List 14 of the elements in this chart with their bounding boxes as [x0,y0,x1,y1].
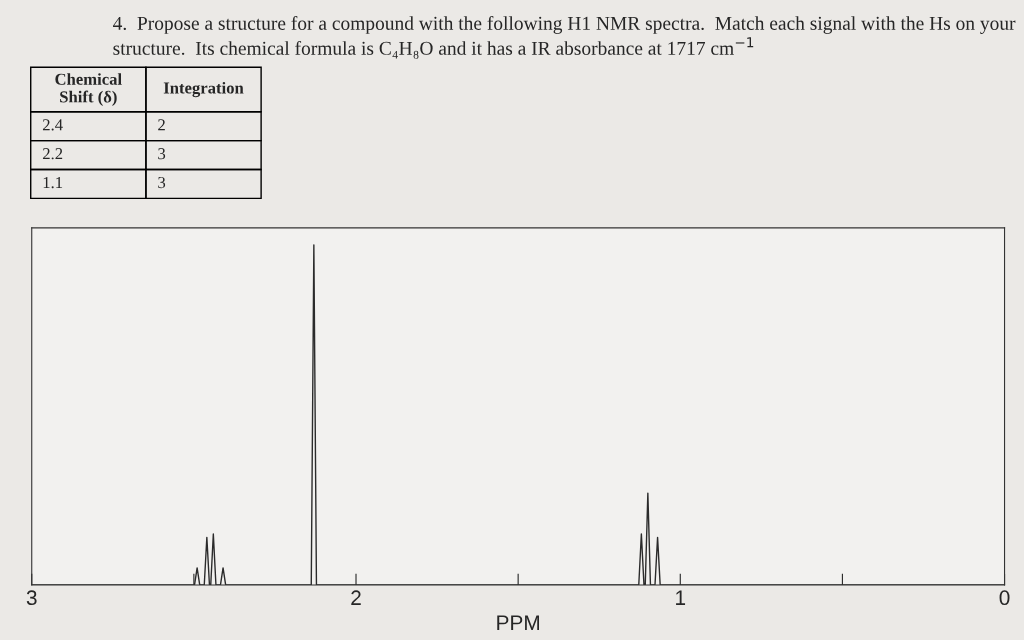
chart-title: 4. Propose a structure for a compound with the following H1 NMR spectra. Match each signal with the Hs on your structure. Its chemical formula is C₄H₈O and it has a IR absorbance at 1717 cm$^{−1}$ [113,16,1016,59]
text: 3 [158,148,166,160]
x-tick-label: 3 [26,590,37,606]
text: 2.4 [42,119,63,131]
text: 1.1 [43,176,63,189]
x-axis-title: PPM [497,615,540,630]
text: 2.2 [42,148,63,160]
text: Chemical Shift (δ) [55,73,122,106]
x-tick-label: 1 [676,590,686,605]
text: 3 [158,176,166,189]
x-tick-label: 2 [351,590,361,605]
text: 2 [158,119,165,131]
text: Integration [163,81,244,98]
x-tick-label: 0 [999,590,1010,606]
